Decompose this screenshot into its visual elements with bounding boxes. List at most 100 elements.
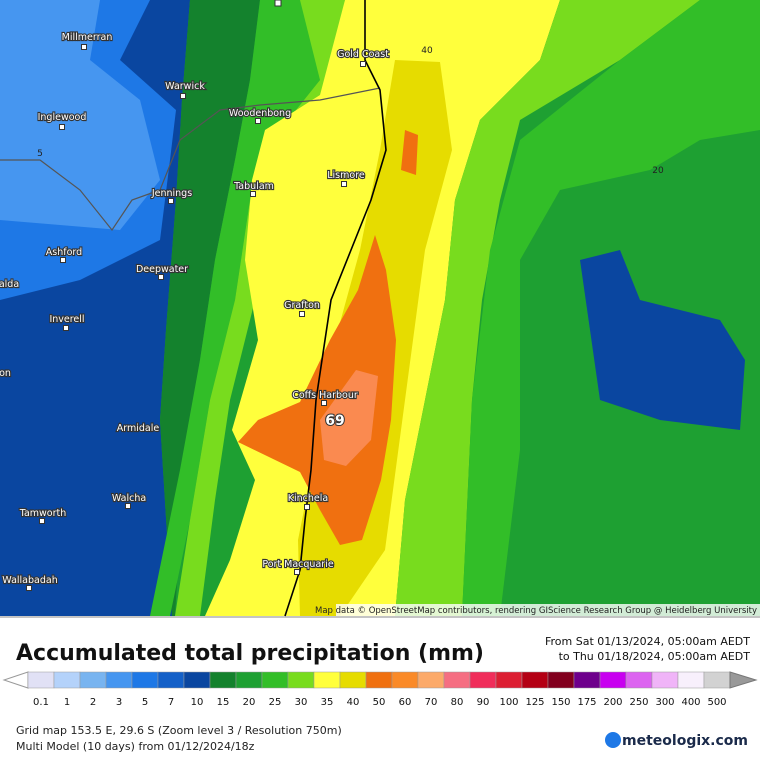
legend-label: 60 [399, 697, 412, 708]
colorbar-arrow-right [729, 671, 758, 689]
legend-label: 300 [655, 697, 674, 708]
legend-label: 70 [425, 697, 438, 708]
map: Map data © OpenStreetMap contributors, r… [0, 0, 760, 617]
place-label: Gold Coast [337, 49, 389, 60]
place-marker [59, 124, 65, 130]
color-swatch [339, 671, 367, 689]
field-10 [580, 250, 745, 430]
place-label: Walcha [112, 493, 146, 504]
legend-label: 400 [681, 697, 700, 708]
legend-label: 30 [295, 697, 308, 708]
color-swatch [105, 671, 133, 689]
color-swatch [79, 671, 107, 689]
color-swatch [27, 671, 55, 689]
place-label: Inglewood [38, 112, 87, 123]
color-swatch [365, 671, 393, 689]
color-swatch [625, 671, 653, 689]
legend-label: 90 [477, 697, 490, 708]
legend-label: 7 [168, 697, 174, 708]
attribution-box [336, 604, 760, 616]
color-swatch [183, 671, 211, 689]
legend-label: 100 [499, 697, 518, 708]
color-swatch [157, 671, 185, 689]
color-swatch [599, 671, 627, 689]
color-swatch [547, 671, 575, 689]
color-swatch [495, 671, 523, 689]
logo-icon [605, 732, 621, 748]
model-info: Multi Model (10 days) from 01/12/2024/18… [16, 740, 255, 753]
place-marker [63, 325, 69, 331]
place-marker [60, 257, 66, 263]
place-marker [274, 0, 282, 7]
color-swatch [391, 671, 419, 689]
field-30 [395, 0, 700, 616]
legend-label: 35 [321, 697, 334, 708]
color-swatch [677, 671, 705, 689]
place-marker [81, 44, 87, 50]
color-swatch [53, 671, 81, 689]
legend-label: 15 [217, 697, 230, 708]
color-swatch [573, 671, 601, 689]
field-25 [150, 0, 330, 616]
legend-label: 10 [191, 697, 204, 708]
legend-title: Accumulated total precipitation (mm) [16, 641, 484, 666]
color-swatch [261, 671, 289, 689]
color-swatch [521, 671, 549, 689]
legend-label: 150 [551, 697, 570, 708]
color-swatch [287, 671, 315, 689]
color-swatch [417, 671, 445, 689]
legend-label: 250 [629, 697, 648, 708]
place-label: alda [0, 279, 19, 290]
attribution: Map data © OpenStreetMap contributors, r… [315, 606, 757, 616]
coastline [284, 0, 387, 617]
legend-label: 40 [347, 697, 360, 708]
state-border [0, 87, 381, 232]
max-value-label: 69 [325, 413, 344, 429]
place-label: Coffs Harbour [292, 390, 358, 401]
place-label: Ashford [46, 247, 82, 258]
place-marker [360, 61, 366, 67]
place-label: Woodenbong [229, 108, 291, 119]
grid-info: Grid map 153.5 E, 29.6 S (Zoom level 3 /… [16, 724, 342, 737]
color-swatch [131, 671, 159, 689]
place-marker [250, 191, 256, 197]
legend-label: 175 [577, 697, 596, 708]
place-label: Kinchela [288, 493, 328, 504]
contour-label: 40 [421, 46, 433, 56]
legend-label: 200 [603, 697, 622, 708]
field-30 [175, 0, 345, 616]
place-marker [180, 93, 186, 99]
place-label: Jennings [151, 188, 192, 199]
legend-label: 0.1 [33, 697, 49, 708]
place-marker [341, 181, 347, 187]
place-label: Armidale [117, 423, 160, 434]
legend-label: 3 [116, 697, 122, 708]
color-swatch [443, 671, 471, 689]
legend-label: 50 [373, 697, 386, 708]
colorbar-arrow-left [2, 671, 29, 689]
contour-label: 5 [37, 149, 43, 159]
date-to: to Thu 01/18/2024, 05:00am AEDT [559, 650, 751, 663]
place-marker [255, 118, 261, 124]
place-label: Tabulam [233, 181, 274, 192]
legend-label: 80 [451, 697, 464, 708]
contour-label: 20 [652, 166, 664, 176]
color-swatch [209, 671, 237, 689]
place-label: Port Macquarie [262, 559, 334, 570]
field-60 [320, 370, 378, 466]
legend-label: 500 [707, 697, 726, 708]
place-marker [299, 311, 305, 317]
place-label: Wallabadah [2, 575, 57, 586]
legend-label: 20 [243, 697, 256, 708]
place-marker [26, 585, 32, 591]
legend-label: 125 [525, 697, 544, 708]
legend-label: 5 [142, 697, 148, 708]
legend-label: 25 [269, 697, 282, 708]
legend-label: 2 [90, 697, 96, 708]
place-marker [294, 569, 300, 575]
color-swatch [469, 671, 497, 689]
date-from: From Sat 01/13/2024, 05:00am AEDT [545, 635, 750, 648]
place-label: Tamworth [19, 508, 67, 519]
field-15 [160, 0, 260, 616]
